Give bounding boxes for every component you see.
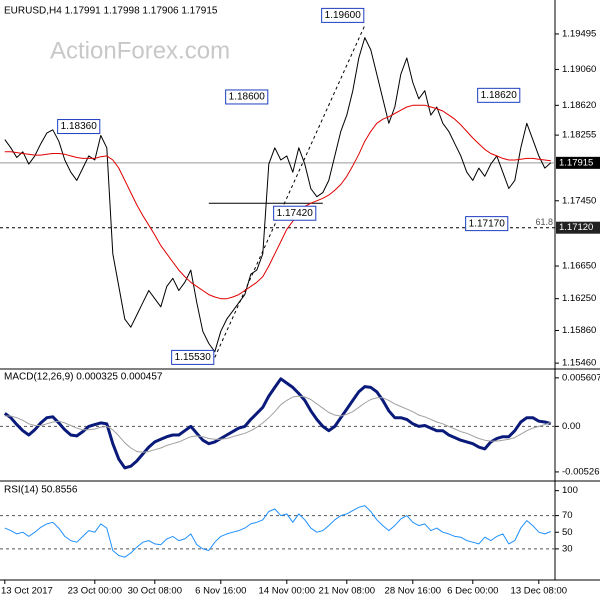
x-tick-label: 13 Oct 2017 [1, 586, 53, 597]
annotation-label: 1.17170 [469, 218, 506, 229]
panel-title: MACD(12,26,9) 0.000325 0.000457 [4, 372, 163, 383]
y-tick-label: 1.18255 [562, 130, 596, 141]
series-line [3, 377, 552, 470]
annotation-box [321, 7, 365, 23]
panel-title: RSI(14) 50.8556 [4, 485, 78, 496]
annotation-box [171, 349, 215, 365]
y-tick-label: 70 [562, 510, 573, 521]
price-tag-label: 1.17120 [559, 222, 593, 233]
y-tick-label: 50 [562, 527, 573, 538]
annotation-label: 1.18600 [229, 92, 266, 103]
x-tick-label: 28 Nov 16:00 [385, 586, 442, 597]
y-tick-label: 1.18620 [562, 100, 596, 111]
annotation-box [465, 216, 509, 232]
y-tick-label: 1.15860 [562, 325, 596, 336]
price-tag [556, 156, 600, 169]
annotation-label: 1.19600 [325, 10, 362, 21]
panel: ActionForex.com EURUSD,H4 1.17991 1.17998… [0, 6, 600, 369]
y-tick-label: 30 [562, 543, 573, 554]
price-tag [556, 221, 600, 234]
panel: RSI(14) 50.8556 100 70 50 30 [0, 485, 578, 558]
panel: MACD(12,26,9) 0.000325 0.000457 0.005607 0… [0, 372, 600, 477]
fib-level-label: 61.8 [535, 217, 553, 227]
x-tick-label: 6 Dec 00:00 [447, 586, 498, 597]
y-tick-label: 0.005607 [562, 372, 600, 383]
x-tick-label: 14 Nov 00:00 [259, 586, 316, 597]
annotation-label: 1.15530 [175, 352, 212, 363]
y-tick-label: 1.16650 [562, 261, 596, 272]
y-tick-label: 1.17450 [562, 195, 596, 206]
annotation-label: 1.18620 [481, 90, 518, 101]
series-line [4, 395, 551, 453]
x-tick-label: 21 Nov 08:00 [319, 586, 376, 597]
series-line [4, 505, 551, 558]
annotation-box [57, 119, 101, 135]
y-tick-label: 1.19060 [562, 64, 596, 75]
price-tag-label: 1.17915 [559, 157, 593, 168]
y-tick-label: 1.16250 [562, 293, 596, 304]
x-tick-label: 6 Nov 16:00 [195, 586, 246, 597]
series-line [4, 37, 552, 353]
x-tick-label: 13 Dec 08:00 [511, 586, 568, 597]
annotation-box [225, 89, 269, 105]
y-tick-label: 0.00 [562, 421, 581, 432]
x-tick-label: 23 Oct 00:00 [68, 586, 122, 597]
annotation-label: 1.18360 [61, 121, 98, 132]
y-tick-label: 100 [562, 485, 578, 496]
annotation-box [273, 205, 317, 221]
annotation-label: 1.17420 [277, 208, 314, 219]
x-tick-label: 30 Oct 08:00 [128, 586, 182, 597]
y-tick-label: 1.15460 [562, 358, 596, 369]
panel-title: EURUSD,H4 1.17991 1.17998 1.17906 1.1791… [4, 6, 218, 17]
watermark: ActionForex.com [50, 37, 230, 64]
y-tick-label: -0.005267 [562, 466, 600, 477]
y-tick-label: 1.19495 [562, 28, 596, 39]
series-line [4, 104, 551, 300]
annotation-box [477, 87, 521, 103]
